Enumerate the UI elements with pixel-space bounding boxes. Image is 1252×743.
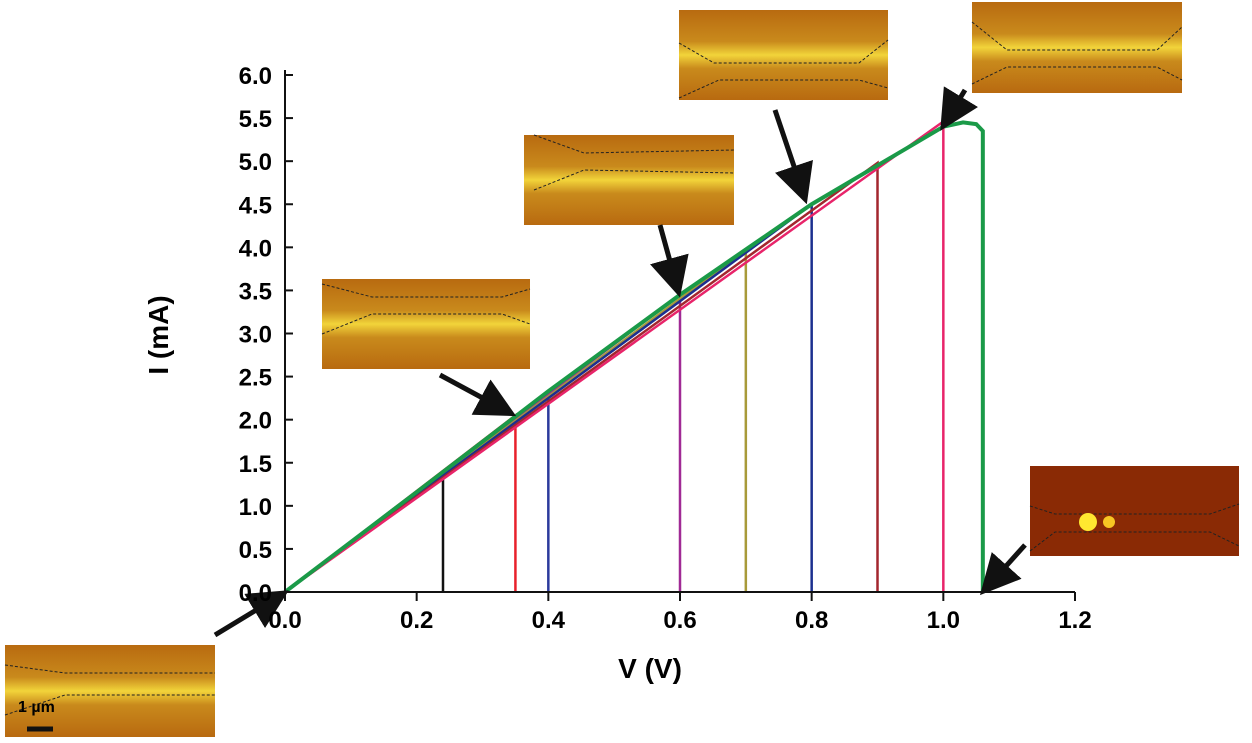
y-tick-label: 1.0	[239, 494, 272, 521]
x-tick-label: 0.2	[400, 607, 433, 634]
inset	[524, 134, 735, 225]
y-tick-label: 6.0	[239, 63, 272, 90]
x-tick-label: 0.4	[532, 607, 566, 634]
x-tick-label: 1.0	[927, 607, 960, 634]
inset	[321, 279, 531, 369]
y-tick-label: 5.5	[239, 106, 272, 133]
inset	[971, 2, 1183, 93]
insets	[4, 2, 1240, 737]
y-axis-title: I (mA)	[143, 295, 174, 374]
inset	[678, 10, 889, 100]
y-tick-label: 2.5	[239, 365, 272, 392]
x-tick-label: 0.8	[795, 607, 828, 634]
y-tick-label: 4.0	[239, 235, 272, 262]
inset	[1029, 466, 1240, 556]
x-tick-label: 1.2	[1058, 607, 1091, 634]
x-tick-label: 0.6	[663, 607, 696, 634]
scale-bar-label: 1 µm	[18, 699, 55, 716]
series-line	[283, 120, 985, 594]
y-tick-label: 2.0	[239, 408, 272, 435]
series-line	[284, 160, 879, 594]
y-tick-label: 3.0	[239, 322, 272, 349]
y-tick-label: 4.5	[239, 192, 272, 219]
arrows	[213, 86, 1027, 638]
x-tick-label: 0.0	[268, 607, 301, 634]
y-tick-label: 0.0	[239, 580, 272, 607]
y-tick-label: 3.5	[239, 278, 272, 305]
inset	[4, 645, 215, 737]
y-tick-label: 0.5	[239, 537, 272, 564]
x-axis-title: V (V)	[618, 653, 682, 684]
y-tick-label: 5.0	[239, 149, 272, 176]
y-tick-label: 1.5	[239, 451, 272, 478]
